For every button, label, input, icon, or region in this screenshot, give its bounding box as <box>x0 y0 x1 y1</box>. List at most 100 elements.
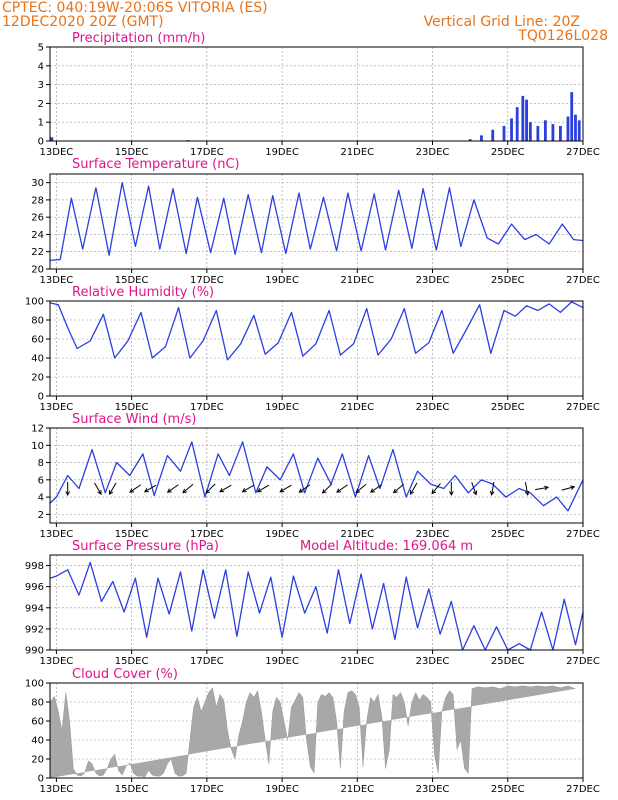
wind-arrow-head <box>97 490 102 495</box>
wind-arrow <box>393 483 404 494</box>
wind-xtick-label: 21DEC <box>340 529 374 540</box>
rh-ytick-label: 60 <box>31 335 44 346</box>
wind-arrow-head <box>448 491 454 496</box>
pressure-ytick-label: 994 <box>25 603 44 614</box>
precip-xtick-label: 15DEC <box>115 147 149 158</box>
precip-bar <box>536 125 540 141</box>
rh-xtick-label: 15DEC <box>115 402 149 413</box>
wind-arrow <box>219 484 232 493</box>
pressure-ytick-label: 990 <box>25 646 44 657</box>
temp-title: Surface Temperature (nC) <box>72 157 240 172</box>
wind-xtick-label: 25DEC <box>491 529 525 540</box>
wind-xtick-label: 23DEC <box>416 529 450 540</box>
precip-bar <box>521 95 525 141</box>
rh-line <box>49 301 584 361</box>
pressure-ytick-label: 998 <box>25 561 44 572</box>
pressure-panel: 990 992 994 996 998 13DEC 15DEC 17DEC 19DEC 21DEC… <box>25 554 600 667</box>
wind-arrow-head <box>369 488 375 493</box>
precip-xtick-label: 27DEC <box>566 147 600 158</box>
cloud-ytick-label: 60 <box>31 717 44 728</box>
pressure-ytick-label: 996 <box>25 582 44 593</box>
cloud-xtick-label: 13DEC <box>40 784 74 795</box>
precip-xtick-label: 21DEC <box>340 147 374 158</box>
wind-ytick-label: 6 <box>38 475 44 486</box>
temp-ytick-label: 22 <box>31 247 44 258</box>
temp-ytick-label: 30 <box>31 178 44 189</box>
model-altitude: Model Altitude: 169.064 m <box>300 539 473 554</box>
wind-arrow-head <box>321 489 327 494</box>
wind-xtick-label: 19DEC <box>265 529 299 540</box>
cloud-xtick-label: 17DEC <box>190 784 224 795</box>
temp-ytick-label: 24 <box>31 230 44 241</box>
temp-ytick-label: 20 <box>31 265 44 276</box>
rh-ytick-label: 20 <box>31 373 44 384</box>
precip-ytick-label: 5 <box>38 43 44 54</box>
pressure-xtick-label: 19DEC <box>265 656 299 667</box>
wind-arrow <box>336 484 348 493</box>
precip-bar <box>480 135 483 141</box>
precip-bar <box>510 118 513 141</box>
temp-xtick-label: 17DEC <box>190 275 224 286</box>
wind-arrow-head <box>143 488 149 493</box>
wind-arrow <box>279 484 292 493</box>
cloud-xtick-label: 27DEC <box>566 784 600 795</box>
precip-ytick-label: 2 <box>38 99 44 110</box>
precip-bar <box>570 92 574 141</box>
cloud-xtick-label: 21DEC <box>340 784 374 795</box>
rh-ytick-label: 40 <box>31 354 44 365</box>
rh-xtick-label: 25DEC <box>491 402 525 413</box>
rh-title: Relative Humidity (%) <box>72 285 214 300</box>
cloud-area <box>49 685 576 778</box>
cloud-ytick-label: 0 <box>38 774 44 785</box>
rh-xtick-label: 13DEC <box>40 402 74 413</box>
wind-arrow <box>322 483 333 494</box>
wind-arrow-head <box>109 490 114 495</box>
cloud-xtick-label: 15DEC <box>115 784 149 795</box>
temp-xtick-label: 21DEC <box>340 275 374 286</box>
wind-arrow-head <box>355 488 361 494</box>
precip-xtick-label: 17DEC <box>190 147 224 158</box>
wind-arrow-head <box>166 488 172 493</box>
precip-panel: 0 1 2 3 4 5 13DEC 15DEC 17DEC 19DEC 21DEC 23DEC 25DE… <box>38 43 600 159</box>
cloud-ytick-label: 80 <box>31 698 44 709</box>
rh-panel: 0 20 40 60 80 100 13DEC 15DEC 17DEC 19DEC 21DEC 23D… <box>25 297 600 414</box>
wind-arrow <box>561 486 575 491</box>
precip-xtick-label: 25DEC <box>491 147 525 158</box>
cloud-title: Cloud Cover (%) <box>72 667 178 682</box>
wind-arrow <box>524 481 529 495</box>
wind-arrow <box>182 483 194 494</box>
temp-ytick-label: 28 <box>31 195 44 206</box>
wind-xtick-label: 13DEC <box>40 529 74 540</box>
wind-title: Surface Wind (m/s) <box>72 412 196 427</box>
rh-xtick-label: 19DEC <box>265 402 299 413</box>
wind-arrow-head <box>219 488 225 493</box>
wind-arrow <box>535 486 549 491</box>
pressure-xtick-label: 27DEC <box>566 656 600 667</box>
pressure-xtick-label: 17DEC <box>190 656 224 667</box>
wind-arrow <box>167 484 179 493</box>
pressure-xtick-label: 23DEC <box>416 656 450 667</box>
precip-xtick-label: 23DEC <box>416 147 450 158</box>
wind-ytick-label: 10 <box>31 441 44 452</box>
precip-bar <box>502 125 506 141</box>
wind-arrow <box>109 482 117 495</box>
rh-ytick-label: 80 <box>31 316 44 327</box>
wind-arrow <box>242 484 255 493</box>
cloud-xtick-label: 23DEC <box>416 784 450 795</box>
wind-arrow-head <box>129 488 135 493</box>
wind-xtick-label: 17DEC <box>190 529 224 540</box>
wind-panel: 2 4 6 8 10 12 13DEC 15DEC 17DEC 19DEC 21DEC 23DEC 25… <box>31 424 600 541</box>
precip-bar <box>574 114 577 141</box>
precip-bar <box>50 137 54 141</box>
rh-xtick-label: 23DEC <box>416 402 450 413</box>
wind-arrow <box>355 483 367 494</box>
wind-xtick-label: 15DEC <box>115 529 149 540</box>
wind-arrow <box>205 483 216 494</box>
rh-ytick-label: 100 <box>25 297 44 308</box>
model-id: TQ0126L028 <box>517 28 608 44</box>
temp-xtick-label: 13DEC <box>40 275 74 286</box>
cloud-ytick-label: 20 <box>31 755 44 766</box>
cloud-ytick-label: 100 <box>25 679 44 690</box>
wind-arrow-head <box>409 490 415 495</box>
